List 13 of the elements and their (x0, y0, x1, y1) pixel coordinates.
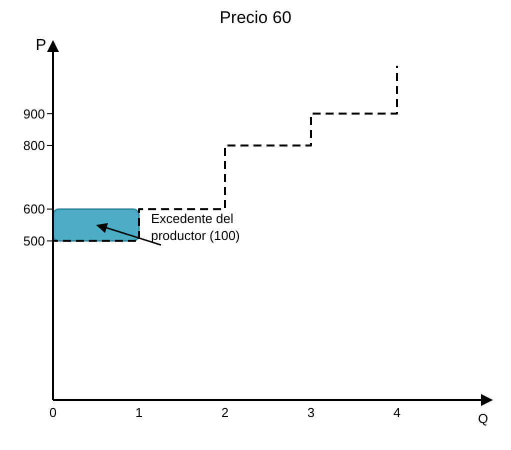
y-axis-title: P (36, 37, 46, 54)
x-tick-label: 2 (221, 405, 229, 420)
x-tick-label: 3 (307, 405, 315, 420)
y-tick-label: 900 (23, 106, 45, 122)
x-axis-title: Q (478, 411, 488, 426)
x-tick-label: 0 (49, 405, 57, 420)
chart-title: Precio 60 (218, 8, 292, 29)
x-tick-label: 4 (393, 405, 401, 420)
y-tick-label: 500 (23, 234, 45, 249)
x-tick-label: 1 (135, 405, 143, 420)
annotation: Excedente del productor (100) (151, 211, 240, 243)
y-tick-label: 800 (23, 138, 45, 154)
y-tick-label: 600 (23, 202, 45, 217)
